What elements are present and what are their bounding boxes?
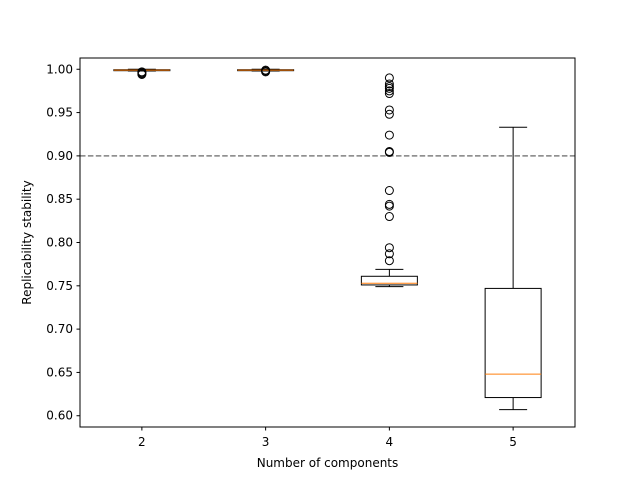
outlier-point — [384, 186, 394, 196]
outlier-point — [384, 86, 394, 96]
x-tick-label: 3 — [262, 435, 270, 449]
outlier-point — [384, 212, 394, 222]
outlier-point — [384, 73, 394, 83]
x-tick-label: 4 — [386, 435, 394, 449]
x-tick-label: 2 — [138, 435, 146, 449]
outlier-point — [384, 130, 394, 140]
box — [360, 275, 418, 286]
outlier-point — [384, 256, 394, 266]
box — [484, 287, 542, 399]
y-tick-label: 0.85 — [46, 192, 73, 206]
box-group-5 — [484, 126, 542, 411]
outlier-point — [137, 67, 147, 77]
outlier-point — [384, 89, 394, 99]
outlier-point — [384, 201, 394, 211]
outlier-point — [384, 109, 394, 119]
box-group-2 — [113, 67, 171, 79]
y-tick-label: 0.70 — [46, 322, 73, 336]
y-tick-label: 0.95 — [46, 106, 73, 120]
outlier-point — [384, 82, 394, 92]
y-tick-label: 1.00 — [46, 62, 73, 76]
outlier-point — [384, 199, 394, 209]
outlier-point — [261, 65, 271, 75]
y-tick-label: 0.75 — [46, 279, 73, 293]
y-tick-label: 0.90 — [46, 149, 73, 163]
plot-frame — [79, 57, 576, 428]
outlier-point — [384, 147, 394, 157]
y-tick-label: 0.65 — [46, 365, 73, 379]
y-tick-label: 0.60 — [46, 409, 73, 423]
outlier-point — [384, 249, 394, 259]
y-tick-label: 0.80 — [46, 236, 73, 250]
x-tick-label: 5 — [509, 435, 517, 449]
box-group-3 — [237, 65, 295, 77]
x-axis-label: Number of components — [257, 456, 399, 470]
outlier-point — [384, 243, 394, 253]
outlier-point — [384, 105, 394, 115]
y-axis-label: Replicability stability — [20, 180, 34, 304]
outlier-point — [384, 79, 394, 89]
box-group-4 — [360, 73, 418, 288]
